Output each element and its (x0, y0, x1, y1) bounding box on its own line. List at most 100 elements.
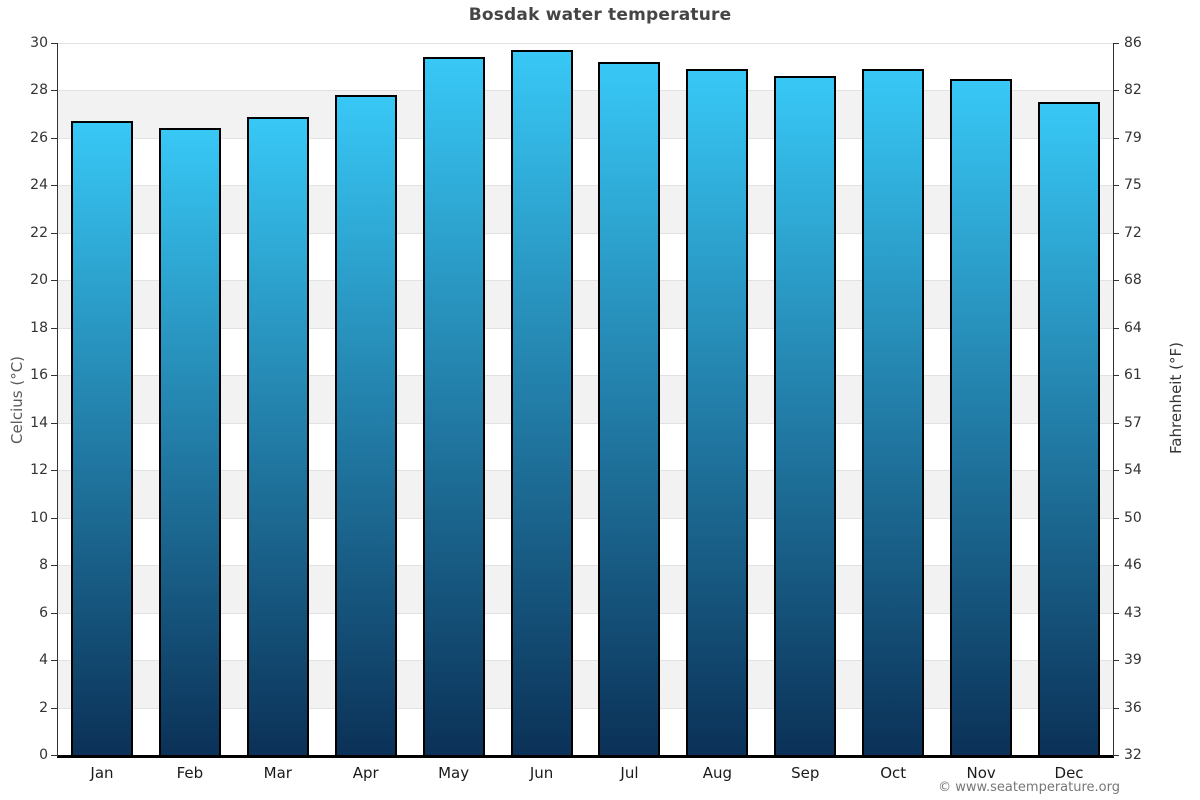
gridline (58, 280, 1113, 282)
celsius-tick-mark (51, 470, 57, 472)
celsius-tick-mark (51, 612, 57, 614)
fahrenheit-tick-label: 86 (1124, 35, 1142, 51)
fahrenheit-tick-mark (1113, 375, 1119, 377)
bar-oct[interactable] (862, 69, 925, 755)
bar-apr[interactable] (334, 95, 397, 755)
gridline (58, 232, 1113, 234)
background-band (58, 565, 1113, 613)
x-axis-label-jul: Jul (620, 764, 639, 782)
background-band (58, 90, 1113, 138)
celsius-tick-mark (51, 90, 57, 92)
fahrenheit-tick-label: 46 (1124, 557, 1142, 574)
fahrenheit-tick-mark (1113, 90, 1119, 92)
bar-mar[interactable] (246, 116, 309, 755)
fahrenheit-tick-mark (1113, 517, 1119, 519)
background-band (58, 422, 1113, 471)
celsius-tick-mark (51, 280, 57, 282)
background-band (58, 280, 1113, 328)
background-band (58, 185, 1113, 233)
celsius-tick-mark (51, 707, 57, 709)
bar-jan[interactable] (70, 121, 133, 755)
celsius-tick-mark (51, 43, 57, 44)
celsius-tick-label: 14 (30, 414, 48, 431)
gridline (58, 565, 1113, 567)
celsius-tick-mark (51, 565, 57, 567)
fahrenheit-tick-label: 75 (1124, 177, 1142, 194)
background-band (58, 517, 1113, 566)
x-axis-label-jan: Jan (90, 764, 114, 782)
plot-area (57, 43, 1114, 758)
x-axis-label-mar: Mar (263, 764, 292, 782)
background-band (58, 327, 1113, 376)
fahrenheit-tick-label: 79 (1124, 129, 1142, 146)
bar-jul[interactable] (598, 62, 661, 755)
celsius-tick-label: 10 (30, 509, 48, 526)
background-band (58, 707, 1113, 755)
x-axis-label-jun: Jun (529, 764, 554, 782)
celsius-tick-mark (51, 755, 57, 756)
celsius-tick-label: 24 (30, 177, 48, 194)
celsius-tick-label: 28 (30, 82, 48, 99)
fahrenheit-tick-mark (1113, 232, 1119, 234)
celsius-tick-mark (51, 660, 57, 662)
celsius-tick-label: 20 (30, 272, 48, 289)
gridline (58, 517, 1113, 519)
gridline (58, 43, 1113, 44)
bar-may[interactable] (422, 57, 485, 755)
celsius-tick-mark (51, 185, 57, 187)
fahrenheit-tick-mark (1113, 565, 1119, 567)
bar-dec[interactable] (1038, 102, 1101, 755)
fahrenheit-tick-label: 50 (1124, 509, 1142, 526)
gridline (58, 185, 1113, 187)
gridline (58, 375, 1113, 377)
background-band (58, 232, 1113, 281)
fahrenheit-tick-label: 82 (1124, 82, 1142, 99)
gridline (58, 327, 1113, 329)
x-axis-label-apr: Apr (352, 764, 379, 782)
celsius-tick-label: 4 (39, 652, 48, 669)
gridline (58, 137, 1113, 139)
celsius-tick-label: 2 (39, 699, 48, 716)
celsius-tick-mark (51, 327, 57, 329)
gridline (58, 422, 1113, 424)
fahrenheit-tick-label: 64 (1124, 319, 1142, 336)
gridline (58, 707, 1113, 709)
fahrenheit-tick-mark (1113, 755, 1119, 756)
x-axis-label-sep: Sep (791, 764, 820, 782)
fahrenheit-tick-mark (1113, 43, 1119, 44)
fahrenheit-tick-label: 32 (1124, 747, 1142, 763)
fahrenheit-tick-label: 43 (1124, 604, 1142, 621)
celsius-tick-label: 12 (30, 462, 48, 479)
fahrenheit-tick-mark (1113, 707, 1119, 709)
celsius-tick-mark (51, 422, 57, 424)
bar-feb[interactable] (158, 128, 221, 755)
bar-nov[interactable] (950, 78, 1013, 755)
celsius-tick-label: 0 (39, 747, 48, 763)
fahrenheit-tick-label: 57 (1124, 414, 1142, 431)
bar-jun[interactable] (510, 50, 573, 755)
celsius-tick-mark (51, 232, 57, 234)
fahrenheit-tick-mark (1113, 280, 1119, 282)
celsius-tick-label: 26 (30, 129, 48, 146)
background-band (58, 470, 1113, 518)
celsius-tick-mark (51, 517, 57, 519)
celsius-tick-label: 16 (30, 367, 48, 384)
x-axis-label-may: May (438, 764, 470, 782)
bar-aug[interactable] (686, 69, 749, 755)
celsius-tick-label: 6 (39, 604, 48, 621)
x-axis-label-aug: Aug (702, 764, 733, 782)
x-axis-label-nov: Nov (966, 764, 996, 782)
celsius-tick-mark (51, 375, 57, 377)
chart-title: Bosdak water temperature (468, 5, 732, 25)
gridline (58, 90, 1113, 92)
fahrenheit-tick-mark (1113, 137, 1119, 139)
background-band (58, 137, 1113, 186)
bar-sep[interactable] (774, 76, 837, 755)
celsius-tick-label: 30 (30, 35, 48, 51)
gridline (58, 470, 1113, 472)
fahrenheit-tick-mark (1113, 185, 1119, 187)
gridline (58, 612, 1113, 614)
fahrenheit-tick-mark (1113, 422, 1119, 424)
background-band (58, 43, 1113, 91)
